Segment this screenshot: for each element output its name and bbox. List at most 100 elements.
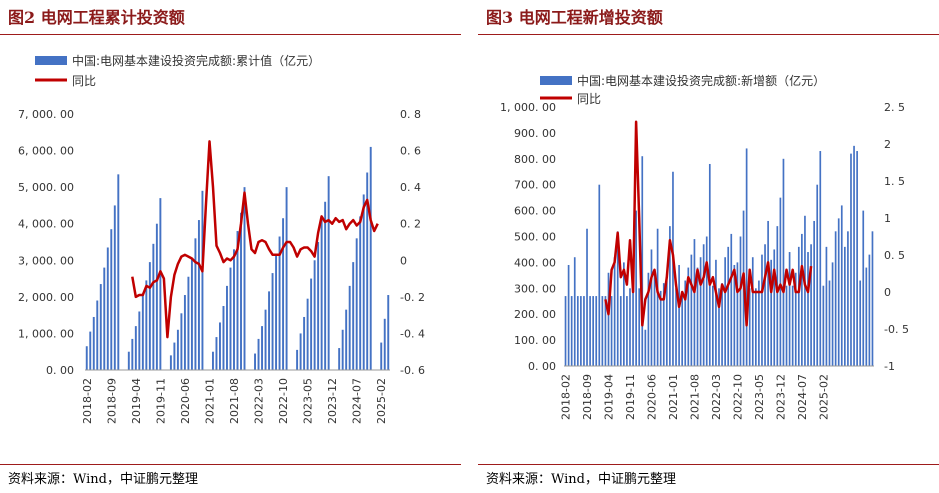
bar — [853, 145, 855, 366]
bar — [776, 226, 779, 366]
y-left-tick-label: 7, 000. 00 — [18, 108, 74, 121]
cumulative-investment-chart: 中国:电网基本建设投资完成额:累计值（亿元） 同比 0. 00 1, 000. 00 2… — [18, 53, 425, 424]
bar — [626, 296, 628, 366]
x-tick-label: 2022-10 — [731, 374, 744, 420]
bar — [629, 288, 631, 366]
bar — [739, 236, 742, 366]
bar — [837, 218, 840, 366]
bar — [197, 220, 200, 370]
x-tick-label: 2023-05 — [302, 378, 315, 424]
bar — [708, 163, 711, 366]
bar — [345, 309, 348, 370]
bar — [201, 190, 204, 370]
bar — [693, 239, 696, 366]
bar — [341, 329, 344, 370]
y-right-tick-label: 0 — [400, 254, 407, 267]
y-right-tick-label: 0. 4 — [400, 181, 421, 194]
bar — [219, 322, 221, 370]
y-left-tick-label: 3, 000. 00 — [18, 254, 74, 267]
bar — [355, 238, 358, 370]
bar — [113, 205, 116, 370]
bar — [794, 272, 797, 366]
x-tick-label: 2025-02 — [375, 378, 388, 424]
bar — [285, 187, 288, 370]
bar — [831, 262, 834, 366]
legend-line-label: 同比 — [72, 74, 96, 88]
bar — [868, 254, 871, 366]
title-rule — [478, 34, 939, 35]
bar — [653, 270, 656, 366]
x-tick-label: 2019-04 — [603, 374, 616, 420]
bar — [152, 243, 155, 370]
bar — [369, 146, 372, 370]
bar — [724, 257, 726, 366]
bar — [131, 338, 134, 370]
bar — [681, 293, 684, 366]
x-tick-label: 2024-07 — [796, 374, 809, 420]
x-tick-label: 2018-09 — [581, 374, 594, 420]
y-right-tick-label: 0. 2 — [400, 218, 421, 231]
bar — [589, 296, 591, 366]
y-right-tick-label: 0. 8 — [400, 108, 421, 121]
bar — [843, 246, 846, 366]
bar — [822, 285, 825, 366]
bar — [807, 252, 809, 366]
bar — [138, 311, 141, 370]
bar — [669, 226, 671, 366]
bar — [278, 236, 281, 370]
x-tick-label: 2021-08 — [228, 378, 241, 424]
x-tick-label: 2020-06 — [645, 374, 658, 420]
bar — [662, 283, 665, 366]
y-right-tick-label: 2. 5 — [884, 101, 905, 114]
x-tick-label: 2022-03 — [253, 378, 266, 424]
bar — [338, 348, 341, 370]
source-rule — [478, 464, 939, 465]
bar — [576, 296, 579, 366]
bar — [767, 220, 769, 366]
bar — [233, 249, 235, 370]
y-left-tick-label: 0. 00 — [46, 364, 74, 377]
y-left-tick-label: 6, 000. 00 — [18, 145, 74, 158]
y-left-tick-label: 0. 00 — [528, 360, 556, 373]
bar — [687, 267, 690, 366]
legend-bar-swatch — [35, 56, 67, 65]
y-left-tick-label: 2, 000. 00 — [18, 291, 74, 304]
bar — [656, 228, 659, 366]
bar — [268, 291, 271, 370]
bar — [733, 264, 736, 366]
bar — [229, 267, 232, 370]
y-right-tick-label: -0. 6 — [400, 364, 425, 377]
bar — [785, 285, 788, 366]
bar — [813, 220, 815, 366]
x-tick-label: 2023-12 — [326, 378, 339, 424]
y-left-tick-label: 1, 000. 00 — [500, 101, 556, 114]
bar — [117, 174, 120, 370]
bar — [675, 288, 677, 366]
bar — [141, 295, 144, 370]
bar — [850, 153, 852, 366]
bar — [601, 296, 604, 366]
y-left-tick-label: 100. 00 — [514, 334, 556, 347]
bar — [834, 231, 837, 366]
bar — [635, 210, 637, 366]
bar — [644, 329, 647, 366]
x-tick-label: 2018-02 — [81, 378, 94, 424]
title-rule — [0, 34, 461, 35]
bar — [665, 280, 668, 366]
x-tick-label: 2018-02 — [560, 374, 573, 420]
legend-bar-swatch — [540, 76, 572, 85]
bar — [598, 184, 601, 366]
y-right-tick-label: -0. 5 — [884, 323, 909, 336]
bar — [567, 264, 570, 366]
bar — [810, 244, 812, 366]
bar — [155, 223, 158, 370]
bar — [264, 309, 267, 370]
bar — [226, 285, 228, 370]
bar — [840, 205, 843, 366]
bar — [797, 246, 800, 366]
bar — [254, 353, 256, 370]
y-right-tick-label: 0. 6 — [400, 145, 421, 158]
bar — [236, 231, 239, 370]
y-left-tick-label: 5, 000. 00 — [18, 181, 74, 194]
bar — [303, 316, 306, 370]
